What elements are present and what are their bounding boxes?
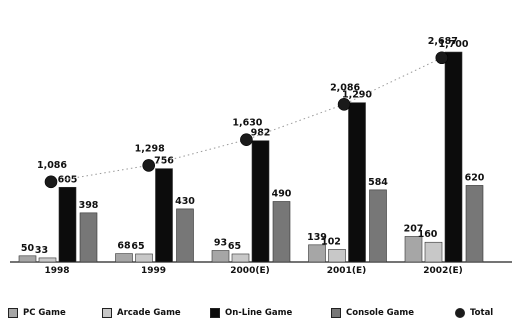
legend-swatch-on-line-game: [210, 308, 220, 318]
x-tick-label-2002-e: 2002(E): [423, 266, 462, 276]
legend-label-console-game: Console Game: [346, 308, 414, 318]
bar-console-game-1998: [79, 212, 98, 263]
x-tick-label-2001-e: 2001(E): [327, 266, 366, 276]
total-label-2001-e: 2,086: [330, 82, 360, 93]
bar-arcade-game-1998: [38, 257, 57, 263]
data-label-console-game-1999: 430: [175, 196, 195, 207]
bar-on-line-game-2001-e: [348, 102, 366, 263]
legend-item-pc-game: PC Game: [8, 306, 66, 320]
data-label-arcade-game-1998: 33: [35, 245, 48, 256]
data-label-console-game-2002-e: 620: [465, 172, 485, 183]
data-label-arcade-game-2002-e: 160: [418, 229, 438, 240]
total-point-1999: [142, 159, 155, 172]
bar-on-line-game-2002-e: [444, 51, 463, 263]
total-label-1998: 1,086: [37, 160, 67, 171]
data-label-console-game-2000-e: 490: [272, 188, 292, 199]
legend-item-console-game: Console Game: [331, 306, 414, 320]
bar-console-game-2000-e: [272, 201, 291, 263]
legend-label-total: Total: [470, 308, 494, 318]
bar-console-game-2001-e: [369, 189, 387, 263]
bar-arcade-game-1999: [135, 253, 153, 263]
bar-on-line-game-1998: [58, 186, 77, 263]
data-label-on-line-game-2000-e: 982: [251, 128, 271, 139]
data-label-console-game-1998: 398: [79, 200, 99, 211]
data-label-pc-game-2001-e: 139: [307, 232, 327, 243]
legend-label-pc-game: PC Game: [23, 308, 66, 318]
data-label-on-line-game-2001-e: 1,290: [342, 90, 372, 101]
total-point-2001-e: [337, 98, 351, 111]
bar-on-line-game-2000-e: [251, 140, 270, 263]
bar-on-line-game-1999: [155, 168, 173, 263]
bar-pc-game-2002-e: [404, 236, 423, 263]
legend-label-on-line-game: On-Line Game: [225, 308, 293, 318]
legend-swatch-console-game: [331, 308, 341, 318]
data-label-pc-game-2000-e: 93: [214, 238, 227, 249]
data-label-on-line-game-1998: 605: [58, 174, 78, 185]
total-label-2002-e: 2,687: [428, 36, 458, 47]
data-label-pc-game-2002-e: 207: [404, 223, 424, 234]
bar-console-game-2002-e: [465, 185, 484, 263]
data-label-arcade-game-1999: 65: [131, 241, 144, 252]
bar-pc-game-1998: [18, 255, 37, 263]
legend-item-total: Total: [455, 306, 493, 320]
data-label-pc-game-1999: 68: [117, 241, 131, 252]
total-label-2000-e: 1,630: [232, 118, 262, 129]
data-label-on-line-game-2002-e: 1,700: [438, 39, 468, 50]
bar-arcade-game-2000-e: [231, 253, 250, 263]
x-tick-label-1999: 1999: [141, 266, 166, 276]
legend-item-on-line-game: On-Line Game: [210, 306, 292, 320]
data-label-on-line-game-1999: 756: [154, 156, 174, 167]
legend-swatch-pc-game: [8, 308, 18, 318]
data-label-pc-game-1998: 50: [21, 243, 35, 254]
total-point-1998: [44, 175, 58, 189]
total-label-1999: 1,298: [135, 143, 165, 154]
chart-legend: PC Game Arcade Game On-Line Game Console…: [0, 302, 525, 324]
data-label-arcade-game-2001-e: 102: [321, 236, 341, 247]
x-tick-label-2000-e: 2000(E): [230, 266, 269, 276]
data-label-console-game-2001-e: 584: [368, 177, 388, 188]
legend-swatch-total: [455, 308, 465, 318]
x-tick-label-1998: 1998: [44, 266, 69, 276]
legend-item-arcade-game: Arcade Game: [102, 306, 181, 320]
legend-label-arcade-game: Arcade Game: [117, 308, 181, 318]
bar-arcade-game-2001-e: [328, 249, 346, 263]
legend-swatch-arcade-game: [102, 308, 112, 318]
bar-pc-game-2001-e: [308, 244, 326, 263]
total-point-2002-e: [435, 51, 449, 65]
total-point-2000-e: [240, 133, 253, 146]
data-label-arcade-game-2000-e: 65: [228, 241, 241, 252]
bar-pc-game-1999: [115, 253, 133, 263]
bar-console-game-1999: [176, 208, 194, 263]
bar-pc-game-2000-e: [211, 250, 230, 263]
bar-arcade-game-2002-e: [424, 241, 443, 263]
